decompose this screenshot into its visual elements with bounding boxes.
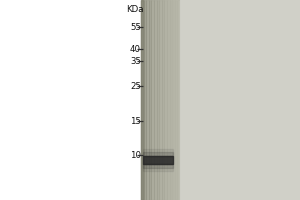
Bar xyxy=(142,156,172,164)
Bar xyxy=(144,0,146,200)
Bar xyxy=(142,164,172,171)
Text: KDa: KDa xyxy=(127,4,144,14)
Text: 35: 35 xyxy=(130,56,141,66)
Text: 10: 10 xyxy=(130,150,141,160)
Bar xyxy=(180,0,300,200)
Text: 40: 40 xyxy=(130,45,141,53)
Bar xyxy=(177,0,180,200)
Bar xyxy=(175,0,177,200)
Text: 55: 55 xyxy=(130,22,141,31)
Bar xyxy=(146,0,149,200)
Bar xyxy=(149,0,152,200)
Text: 25: 25 xyxy=(130,82,141,90)
Bar xyxy=(164,0,167,200)
Bar xyxy=(152,0,154,200)
Bar xyxy=(141,0,180,200)
Bar xyxy=(172,0,175,200)
Text: 15: 15 xyxy=(130,116,141,126)
Bar xyxy=(157,0,159,200)
Bar xyxy=(142,152,172,156)
Bar xyxy=(142,164,172,168)
Bar xyxy=(154,0,157,200)
Bar xyxy=(141,0,144,200)
Bar xyxy=(159,0,162,200)
Bar xyxy=(162,0,164,200)
Bar xyxy=(141,0,143,200)
Bar xyxy=(142,149,172,156)
Bar xyxy=(169,0,172,200)
Bar xyxy=(167,0,170,200)
